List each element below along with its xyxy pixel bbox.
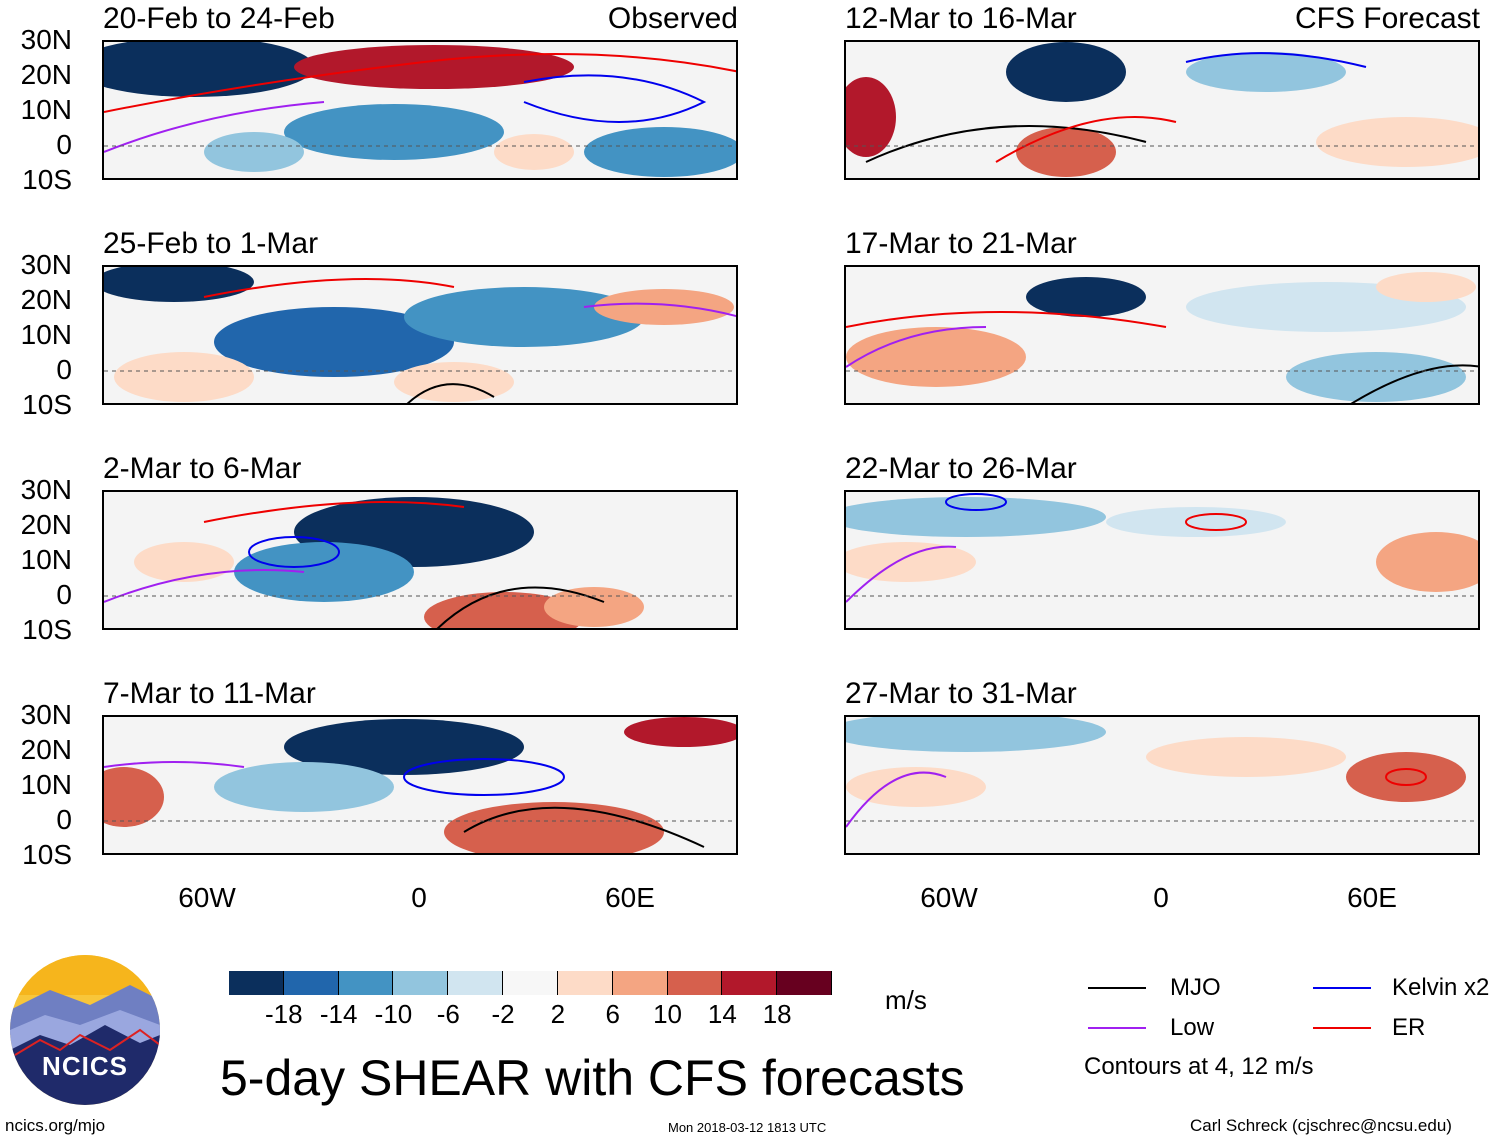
panel-title-left-2: 25-Feb to 1-Mar xyxy=(103,227,319,260)
colorbar-units: m/s xyxy=(885,985,927,1015)
panel-title-left-4: 7-Mar to 11-Mar xyxy=(103,677,316,710)
lat-label: 30N xyxy=(20,249,72,280)
footer-url: ncics.org/mjo xyxy=(5,1116,106,1135)
panel-observed-3 xyxy=(102,490,738,630)
lon-label: 60E xyxy=(605,882,655,913)
lon-label: 0 xyxy=(1153,882,1169,913)
colorbar-tick-label: -2 xyxy=(491,999,515,1029)
contours-note: Contours at 4, 12 m/s xyxy=(1084,1053,1314,1080)
main-title: 5-day SHEAR with CFS forecasts xyxy=(220,1050,965,1106)
lat-label: 10S xyxy=(22,164,72,195)
colorbar-tick-label: -6 xyxy=(436,999,460,1029)
panel-observed-4 xyxy=(102,715,738,855)
lon-label: 60W xyxy=(178,882,236,913)
lat-label: 0 xyxy=(56,579,72,610)
colorbar-tick-label: 2 xyxy=(550,999,566,1029)
logo-text: NCICS xyxy=(42,1051,128,1081)
colorbar-cell xyxy=(448,971,504,995)
legend-er-line xyxy=(1313,1027,1371,1029)
lat-label: 10N xyxy=(20,319,72,350)
lat-label: 20N xyxy=(20,284,72,315)
colorbar-cell xyxy=(612,971,668,995)
colorbar-tick-label: 10 xyxy=(653,999,682,1029)
lat-label: 30N xyxy=(20,699,72,730)
lon-label: 0 xyxy=(411,882,427,913)
panel-forecast-1 xyxy=(844,40,1480,180)
legend-er-label: ER xyxy=(1392,1014,1426,1041)
colorbar-cell xyxy=(503,971,558,995)
colorbar-tick-label: 18 xyxy=(762,999,792,1029)
lat-label: 20N xyxy=(20,734,72,765)
legend-kelvin-label: Kelvin x2 xyxy=(1392,974,1490,1001)
colorbar-cell xyxy=(722,971,778,995)
panel-title-right-3: 22-Mar to 26-Mar xyxy=(845,452,1077,485)
lat-label: 10N xyxy=(20,94,72,125)
panel-observed-2 xyxy=(102,265,738,405)
lat-label: 0 xyxy=(56,804,72,835)
forecast-label: CFS Forecast xyxy=(1294,2,1480,35)
colorbar-cell xyxy=(557,971,613,995)
observed-label: Observed xyxy=(607,2,738,35)
colorbar-tick-label: -18 xyxy=(265,999,303,1029)
footer-author: Carl Schreck (cjschrec@ncsu.edu) xyxy=(1190,1116,1452,1135)
lat-label: 10S xyxy=(22,614,72,645)
colorbar-tick-label: -10 xyxy=(374,999,413,1029)
legend-low-line xyxy=(1088,1027,1146,1029)
legend-mjo-label: MJO xyxy=(1170,974,1221,1001)
lat-label: 20N xyxy=(20,509,72,540)
lat-label: 30N xyxy=(20,474,72,505)
panel-title-right-4: 27-Mar to 31-Mar xyxy=(845,677,1077,710)
colorbar-tick-label: 14 xyxy=(707,999,737,1029)
lat-label: 0 xyxy=(56,354,72,385)
panel-forecast-3 xyxy=(844,490,1480,630)
lon-label: 60E xyxy=(1347,882,1397,913)
lat-label: 10N xyxy=(20,769,72,800)
lat-label: 10N xyxy=(20,544,72,575)
lon-label: 60W xyxy=(920,882,978,913)
colorbar-cell xyxy=(229,971,284,995)
legend-low-label: Low xyxy=(1170,1014,1215,1041)
colorbar-tick-label: 6 xyxy=(605,999,620,1029)
lat-label: 10S xyxy=(22,389,72,420)
footer-timestamp: Mon 2018-03-12 1813 UTC xyxy=(668,1120,827,1135)
colorbar-tick-label: -14 xyxy=(319,999,358,1029)
lat-label: 10S xyxy=(22,839,72,870)
panel-title-left-3: 2-Mar to 6-Mar xyxy=(103,452,302,485)
lat-label: 0 xyxy=(56,129,72,160)
panel-observed-1 xyxy=(102,40,738,180)
legend-kelvin-line xyxy=(1313,987,1371,989)
lat-label: 30N xyxy=(20,24,72,55)
legend-mjo-line xyxy=(1088,987,1146,989)
colorbar-cell xyxy=(777,971,832,995)
panel-forecast-2 xyxy=(844,265,1480,405)
colorbar-cell xyxy=(667,971,723,995)
panel-forecast-4 xyxy=(844,715,1480,855)
colorbar-cell xyxy=(393,971,449,995)
colorbar-cell xyxy=(283,971,339,995)
panel-title-right-2: 17-Mar to 21-Mar xyxy=(845,227,1077,260)
colorbar-cell xyxy=(338,971,394,995)
panel-title-left-1: 20-Feb to 24-Feb xyxy=(103,2,335,35)
panel-title-right-1: 12-Mar to 16-Mar xyxy=(845,2,1077,35)
ncics-logo: NCICS xyxy=(10,955,160,1105)
lat-label: 20N xyxy=(20,59,72,90)
